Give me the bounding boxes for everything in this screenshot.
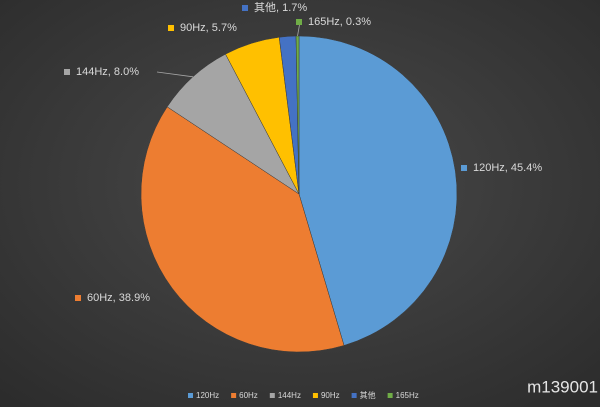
label-key (75, 295, 81, 301)
legend-key (269, 393, 275, 398)
legend-label: 120Hz (196, 391, 219, 400)
label-key (461, 165, 467, 171)
legend-label: 60Hz (239, 391, 258, 400)
label-key (64, 69, 70, 75)
leader-line (156, 71, 194, 78)
watermark: m139001 (527, 377, 598, 396)
legend-key (312, 393, 318, 398)
label-key (296, 19, 302, 25)
pie-slice (140, 106, 345, 353)
legend-key (351, 393, 357, 398)
legend-key (387, 393, 393, 398)
legend-label: 90Hz (321, 391, 340, 400)
legend-label: 165Hz (396, 391, 419, 400)
data-label: 90Hz, 5.7% (180, 22, 237, 34)
data-label: 165Hz, 0.3% (308, 16, 371, 28)
pie-slice (298, 35, 458, 346)
legend-label: 其他 (360, 390, 376, 400)
legend-label: 144Hz (278, 391, 301, 400)
data-label: 其他, 1.7% (254, 1, 307, 14)
data-label: 144Hz, 8.0% (76, 66, 139, 78)
label-key (242, 5, 248, 11)
legend-key (231, 393, 237, 398)
pie-slice (295, 35, 300, 195)
label-key (168, 25, 174, 31)
data-label: 60Hz, 38.9% (87, 292, 150, 304)
data-label: 120Hz, 45.4% (473, 162, 542, 174)
legend-key (188, 393, 193, 398)
